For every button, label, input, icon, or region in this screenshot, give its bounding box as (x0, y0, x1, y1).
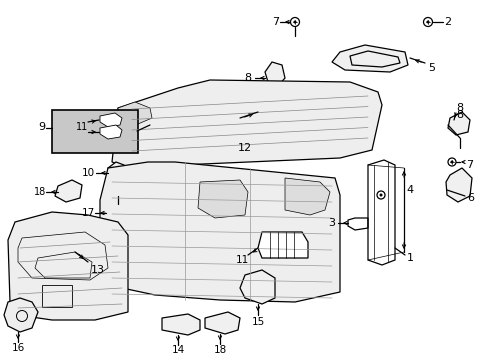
Polygon shape (445, 168, 471, 202)
Text: 10: 10 (81, 168, 94, 178)
Polygon shape (106, 204, 128, 222)
Text: 7: 7 (272, 17, 279, 27)
Polygon shape (118, 102, 152, 124)
Circle shape (379, 194, 382, 197)
Text: 5: 5 (427, 63, 435, 73)
Polygon shape (100, 162, 339, 302)
Circle shape (426, 21, 428, 23)
Text: 15: 15 (251, 317, 264, 327)
Polygon shape (100, 113, 122, 127)
Polygon shape (331, 45, 407, 72)
Polygon shape (240, 270, 274, 304)
Polygon shape (367, 160, 394, 265)
Text: 9: 9 (39, 122, 45, 132)
Text: 3: 3 (328, 218, 335, 228)
Polygon shape (112, 80, 381, 170)
Polygon shape (204, 312, 240, 334)
Polygon shape (8, 212, 128, 320)
Text: 18: 18 (34, 187, 46, 197)
Text: 16: 16 (11, 343, 24, 353)
Text: 4: 4 (406, 185, 413, 195)
Text: 8: 8 (455, 103, 463, 113)
Text: 11: 11 (76, 122, 88, 132)
Polygon shape (447, 112, 469, 135)
Text: 6: 6 (467, 193, 473, 203)
Text: 8: 8 (455, 110, 463, 120)
Text: 12: 12 (238, 143, 251, 153)
Text: 8: 8 (244, 73, 251, 83)
Polygon shape (162, 314, 200, 335)
Text: 7: 7 (466, 160, 472, 170)
Text: 2: 2 (444, 17, 450, 27)
FancyBboxPatch shape (51, 109, 137, 153)
Text: 14: 14 (171, 345, 184, 355)
Text: 1: 1 (406, 253, 413, 263)
Circle shape (117, 199, 119, 201)
Text: 11: 11 (235, 255, 248, 265)
Polygon shape (108, 162, 126, 182)
Text: 13: 13 (91, 265, 105, 275)
Polygon shape (285, 178, 329, 215)
Polygon shape (264, 62, 285, 86)
Polygon shape (55, 180, 82, 202)
Polygon shape (4, 298, 38, 332)
Text: 18: 18 (213, 345, 226, 355)
Polygon shape (100, 125, 122, 139)
Circle shape (293, 21, 296, 23)
Text: 17: 17 (81, 208, 95, 218)
Polygon shape (198, 180, 247, 218)
Circle shape (449, 161, 452, 163)
Polygon shape (258, 232, 307, 258)
